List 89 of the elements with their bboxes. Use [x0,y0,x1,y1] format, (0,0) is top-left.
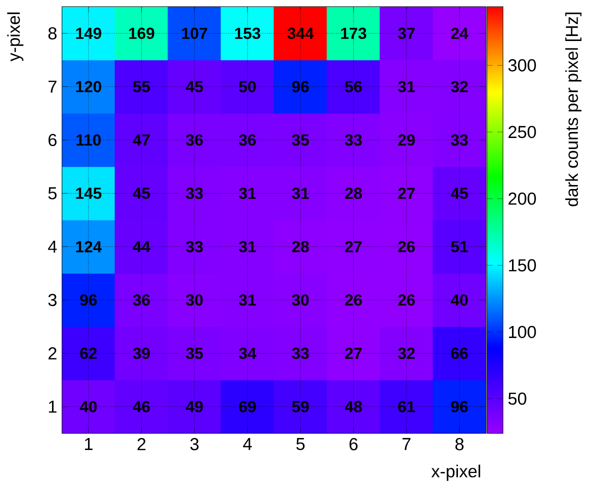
data-label: 47 [132,134,150,146]
data-label: 30 [292,294,309,306]
data-label: 153 [235,28,260,40]
data-label: 69 [239,400,256,412]
data-label: 31 [238,188,256,200]
data-label: 27 [345,241,362,252]
data-label: 44 [132,241,150,252]
data-label: 48 [344,400,362,412]
data-label: 46 [132,400,150,412]
data-label: 45 [450,188,468,199]
x-tick-label: 6 [350,438,358,450]
data-label: 110 [76,134,101,146]
data-label: 35 [186,348,203,360]
data-label: 50 [239,81,256,92]
data-label: 124 [76,241,102,252]
data-label: 33 [186,188,203,200]
data-label: 36 [132,294,150,306]
x-tick-label: 2 [138,438,146,450]
data-label: 33 [344,134,362,146]
data-label: 344 [288,28,314,40]
data-label: 169 [129,28,154,39]
color-bar-label: 200 [508,192,536,205]
data-label: 40 [450,294,468,306]
y-tick-label: 4 [48,240,57,253]
data-label: 96 [292,81,309,92]
data-label: 30 [186,294,203,306]
data-label: 59 [292,400,309,412]
data-label: 33 [450,134,468,146]
data-label: 26 [345,294,362,306]
y-tick-label: 7 [48,80,56,93]
data-label: 61 [398,400,415,412]
data-label: 62 [80,348,97,359]
color-bar-label: 50 [508,392,526,405]
y-axis-title: y-pixel [7,12,24,62]
color-bar-label: 150 [509,259,536,272]
data-label: 96 [80,294,97,306]
data-label: 40 [80,400,97,412]
data-label: 55 [133,81,150,92]
data-label: 31 [238,294,256,306]
data-label: 96 [451,400,468,412]
data-label: 45 [132,188,150,199]
data-label: 31 [238,240,256,252]
data-label: 28 [345,188,362,199]
color-bar-title: dark counts per pixel [Hz] [565,12,582,206]
x-tick-label: 7 [402,438,410,450]
data-label: 27 [398,188,415,199]
y-tick-label: 2 [48,347,56,360]
data-label: 33 [292,348,309,360]
data-label: 26 [398,241,415,252]
color-bar-label: 100 [509,326,536,338]
x-tick-label: 4 [243,438,252,450]
data-label: 31 [398,80,415,92]
data-label: 32 [450,80,468,92]
color-bar-label: 300 [508,59,536,72]
y-tick-label: 1 [48,400,56,413]
y-tick-label: 6 [48,134,57,146]
data-label: 49 [186,400,203,412]
data-label: 27 [345,348,362,359]
data-label: 173 [341,28,366,40]
y-tick-label: 3 [48,294,57,306]
data-label: 56 [345,81,362,92]
data-label: 45 [186,81,203,92]
color-bar-label: 250 [508,126,536,138]
data-label: 33 [186,240,203,252]
x-axis-title: x-pixel [431,464,480,481]
data-label: 36 [186,134,203,146]
x-tick-label: 8 [455,438,464,450]
data-label: 31 [292,188,309,200]
x-tick-label: 3 [190,438,199,450]
data-label: 107 [182,28,208,39]
data-label: 28 [292,241,309,252]
data-label: 35 [292,134,309,146]
data-label: 32 [398,348,415,360]
data-label: 149 [76,28,102,39]
data-label: 145 [76,188,102,199]
data-label: 24 [451,28,468,39]
data-label: 36 [238,134,256,146]
data-label: 66 [451,348,468,359]
data-label: 120 [76,81,102,92]
data-label: 34 [238,348,256,360]
data-label: 29 [398,134,415,146]
y-tick-label: 5 [48,187,57,200]
x-tick-label: 5 [296,438,305,450]
data-label: 51 [451,241,468,252]
y-tick-label: 8 [48,27,57,40]
data-label: 26 [398,294,415,306]
data-label: 37 [398,28,415,40]
x-tick-label: 1 [85,438,92,450]
data-label: 39 [132,348,150,360]
